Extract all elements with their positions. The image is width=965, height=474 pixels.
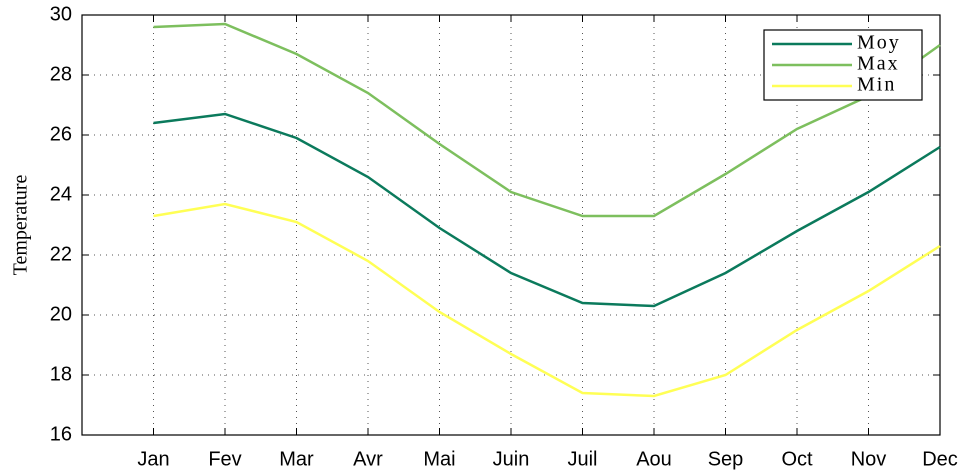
x-tick-label: Fev <box>208 448 241 470</box>
x-tick-label: Mar <box>279 448 314 470</box>
legend-label: Moy <box>857 32 901 54</box>
line-series <box>153 22 941 218</box>
y-tick-label: 22 <box>50 243 72 265</box>
y-tick-label: 24 <box>50 183 72 205</box>
x-tick-label: Juin <box>493 448 530 470</box>
x-tick-label: Oct <box>781 448 813 470</box>
plot-frame <box>81 14 941 436</box>
x-tick-label: Mai <box>423 448 455 470</box>
y-tick-label: 18 <box>50 363 72 385</box>
x-tick-label: Aou <box>636 448 672 470</box>
y-tick-label: 28 <box>50 63 72 85</box>
line-series <box>153 202 941 398</box>
x-tick-label: Juil <box>567 448 597 470</box>
y-tick-label: 30 <box>50 3 72 25</box>
y-tick-label: 26 <box>50 123 72 145</box>
x-tick-label: Sep <box>708 448 744 470</box>
line-series <box>153 112 941 308</box>
legend-label: Max <box>857 53 900 75</box>
y-tick-label: 16 <box>50 423 72 445</box>
x-tick-label: Nov <box>851 448 887 470</box>
x-tick-label: Avr <box>353 448 383 470</box>
legend-label: Min <box>857 74 896 96</box>
x-tick-label: Dec <box>922 448 958 470</box>
y-tick-label: 20 <box>50 303 72 325</box>
y-axis-label: Temperature <box>10 174 32 275</box>
x-tick-label: Jan <box>137 448 169 470</box>
